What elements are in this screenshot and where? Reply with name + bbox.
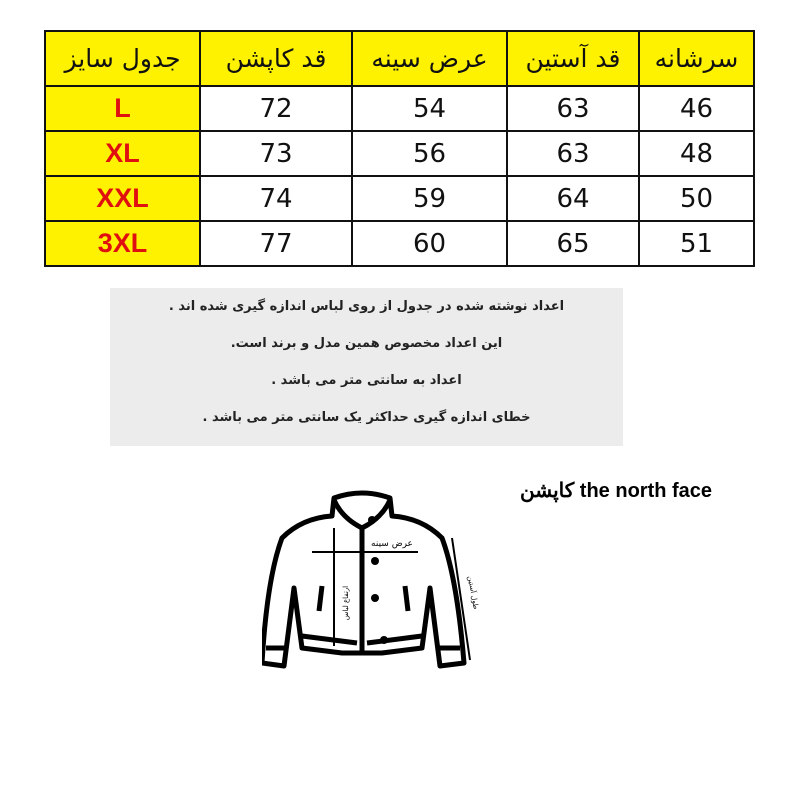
cell-sleeve: 64 <box>506 175 640 222</box>
cell-chest: 54 <box>351 85 508 132</box>
cell-shoulder: 51 <box>638 220 755 267</box>
cell-length: 72 <box>199 85 353 132</box>
cell-sleeve: 65 <box>506 220 640 267</box>
cell-shoulder: 46 <box>638 85 755 132</box>
cell-length: 73 <box>199 130 353 177</box>
cell-chest: 56 <box>351 130 508 177</box>
chest-label: عرض سینه <box>371 539 413 549</box>
note-line: اعداد نوشته شده در جدول از روی لباس اندا… <box>168 299 565 314</box>
measurement-notes: اعداد نوشته شده در جدول از روی لباس اندا… <box>110 288 623 446</box>
header-sleeve: قد آستین <box>506 30 640 87</box>
sleeve-label: طول آستین <box>466 575 481 610</box>
cell-shoulder: 50 <box>638 175 755 222</box>
cell-chest: 60 <box>351 220 508 267</box>
measure-arrows <box>312 528 471 661</box>
cell-size: 3XL <box>44 220 201 267</box>
cell-sleeve: 63 <box>506 85 640 132</box>
cell-sleeve: 63 <box>506 130 640 177</box>
note-line: خطای اندازه گیری حداکثر یک سانتی متر می … <box>202 410 531 425</box>
jacket-diagram: عرض سینه ارتفاع لباس طول آستین <box>262 490 481 669</box>
header-shoulder: سرشانه <box>638 30 755 87</box>
cell-size: XXL <box>44 175 201 222</box>
table-header-row: سرشانه قد آستین عرض سینه قد کاپشن جدول س… <box>44 30 755 87</box>
table-row: 48 63 56 73 XL <box>44 130 755 177</box>
note-line: اعداد به سانتی متر می باشد . <box>271 373 462 388</box>
length-label: ارتفاع لباس <box>342 586 350 620</box>
cell-chest: 59 <box>351 175 508 222</box>
header-length: قد کاپشن <box>199 30 353 87</box>
size-table: سرشانه قد آستین عرض سینه قد کاپشن جدول س… <box>44 30 755 267</box>
cell-size: XL <box>44 130 201 177</box>
cell-shoulder: 48 <box>638 130 755 177</box>
product-title: کاپشن the north face <box>520 480 713 502</box>
jacket-outline-icon <box>262 490 467 669</box>
note-line: این اعداد مخصوص همین مدل و برند است. <box>230 336 503 351</box>
cell-size: L <box>44 85 201 132</box>
cell-length: 77 <box>199 220 353 267</box>
table-row: 50 64 59 74 XXL <box>44 175 755 222</box>
button-icons <box>368 516 388 644</box>
table-row: 46 63 54 72 L <box>44 85 755 132</box>
cell-length: 74 <box>199 175 353 222</box>
header-size: جدول سایز <box>44 30 201 87</box>
table-row: 51 65 60 77 3XL <box>44 220 755 267</box>
header-chest: عرض سینه <box>351 30 508 87</box>
